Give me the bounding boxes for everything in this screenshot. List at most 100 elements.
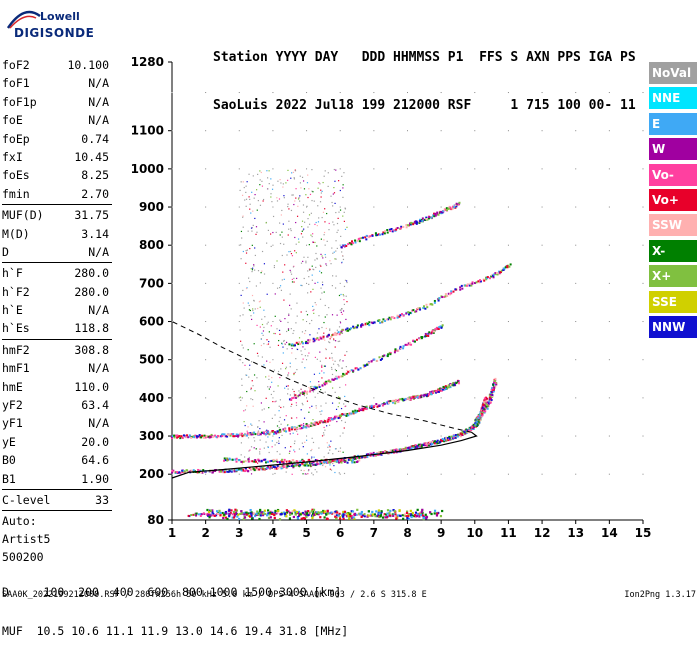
- trace-point-es: [281, 458, 284, 461]
- trace-point-5f2: [369, 235, 372, 238]
- trace-point-f2-o: [281, 464, 284, 467]
- noise-dot: [300, 350, 302, 352]
- e-layer-point: [415, 514, 419, 518]
- trace-point-e-low: [301, 511, 304, 514]
- noise-dot: [303, 417, 306, 419]
- x-tick-label-9: 9: [437, 526, 445, 540]
- e-layer-point: [436, 512, 439, 515]
- noise-dot: [291, 281, 294, 283]
- trace-point-f2-o: [389, 449, 392, 452]
- param-key: foF2: [2, 58, 30, 72]
- trace-point-f2-o: [226, 470, 229, 473]
- trace-point-f2-o: [398, 448, 401, 451]
- noise-dot: [276, 260, 278, 262]
- e-layer-point: [228, 512, 231, 516]
- trace-point-f2-o: [458, 433, 461, 436]
- noise-dot: [257, 426, 259, 428]
- noise-dot: [252, 224, 254, 227]
- param-row-yf2: yF2 63.4: [2, 396, 112, 414]
- noise-dot: [287, 205, 289, 208]
- noise-dot: [288, 314, 290, 316]
- e-layer-point: [386, 512, 389, 515]
- trace-point-2f2: [370, 404, 373, 407]
- e-layer-point: [245, 511, 248, 514]
- trace-point-e-low: [424, 515, 427, 518]
- trace-point-f2-o: [390, 450, 393, 453]
- noise-dot: [248, 304, 250, 307]
- trace-point-2f2: [277, 431, 280, 434]
- noise-dot: [300, 262, 303, 264]
- trace-point-f2-o: [294, 464, 297, 467]
- grid-dot: [507, 282, 509, 284]
- trace-point-es: [340, 461, 343, 464]
- noise-dot: [241, 378, 243, 380]
- noise-dot: [307, 256, 309, 258]
- trace-point-f2-o: [453, 436, 456, 439]
- noise-dot: [338, 294, 341, 297]
- e-layer-point: [374, 515, 377, 518]
- trace-point-e-low: [383, 513, 386, 516]
- e-layer-point: [215, 510, 219, 513]
- grid-dot: [407, 130, 408, 132]
- trace-point-2f2: [440, 389, 443, 392]
- noise-dot: [332, 205, 334, 207]
- trace-point-4f2: [488, 277, 491, 280]
- e-layer-point: [325, 517, 329, 520]
- param-row-c-level: C-level 33: [2, 491, 112, 509]
- trace-point-f2-o: [238, 467, 241, 470]
- noise-dot: [304, 332, 306, 335]
- trace-point-f2-o: [418, 446, 421, 449]
- grid-dot: [205, 92, 207, 94]
- trace-point-3f2: [363, 366, 366, 369]
- param-row-h-es: h`Es 118.8: [2, 319, 112, 337]
- trace-point-4f2: [360, 324, 363, 327]
- noise-dot: [330, 469, 333, 471]
- trace-point-4f2: [382, 318, 385, 321]
- trace-point-4f2: [361, 324, 364, 327]
- noise-dot: [300, 284, 302, 286]
- trace-point-3f2: [438, 326, 441, 329]
- e-layer-point: [359, 512, 362, 515]
- noise-dot: [314, 468, 316, 471]
- trace-point-4f2: [399, 314, 402, 317]
- trace-point-5f2: [388, 228, 391, 231]
- noise-dot: [334, 368, 336, 371]
- noise-dot: [254, 269, 256, 271]
- noise-dot: [263, 273, 266, 275]
- noise-dot: [248, 368, 251, 370]
- trace-point-2f2: [237, 435, 240, 438]
- e-layer-point: [305, 512, 309, 515]
- trace-point-f2-x: [475, 420, 478, 423]
- trace-point-2f2: [251, 433, 254, 436]
- trace-point-es: [258, 459, 261, 462]
- noise-dot: [248, 173, 250, 175]
- trace-point-2f2: [208, 436, 211, 439]
- trace-point-f2-x: [483, 408, 486, 411]
- trace-point-4f2: [312, 337, 315, 340]
- trace-point-3f2: [436, 326, 439, 329]
- noise-dot: [259, 184, 261, 186]
- e-layer-point: [269, 511, 272, 514]
- trace-point-5f2: [389, 230, 392, 233]
- trace-point-5f2: [371, 234, 374, 237]
- trace-point-e-low: [233, 512, 236, 515]
- trace-point-3f2: [406, 343, 409, 346]
- noise-dot: [276, 425, 279, 427]
- grid-dot: [608, 168, 610, 170]
- e-layer-point: [420, 511, 423, 514]
- trace-point-e-low: [239, 512, 242, 515]
- noise-dot: [240, 244, 242, 246]
- noise-dot: [308, 268, 311, 270]
- noise-dot: [257, 355, 259, 357]
- trace-point-f2-o: [232, 468, 235, 471]
- noise-dot: [291, 403, 293, 405]
- noise-dot: [307, 217, 309, 220]
- trace-point-f2-o: [391, 449, 394, 452]
- trace-point-5f2: [455, 202, 458, 205]
- trace-point-5f2: [444, 208, 447, 211]
- trace-point-2f2: [444, 385, 447, 388]
- grid-dot: [306, 473, 308, 475]
- trace-point-4f2: [418, 307, 421, 310]
- noise-dot: [314, 282, 316, 284]
- noise-dot: [311, 385, 313, 388]
